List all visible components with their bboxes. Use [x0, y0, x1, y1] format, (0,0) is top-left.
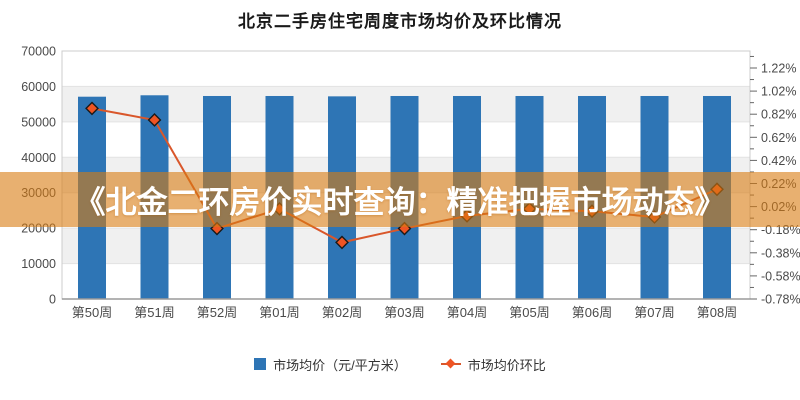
y-axis-label-left: 60000 [21, 80, 56, 94]
chart-title: 北京二手房住宅周度市场均价及环比情况 [238, 12, 562, 31]
y-axis-label-left: 40000 [21, 151, 56, 165]
y-axis-label-right: 1.22% [761, 62, 796, 76]
y-axis-label-right: 0.62% [761, 131, 796, 145]
x-axis-label: 第04周 [447, 305, 487, 320]
y-axis-label-right: 0.82% [761, 108, 796, 122]
mom-marker [335, 235, 349, 250]
y-axis-label-right: -0.78% [761, 293, 800, 307]
legend-label-mom: 市场均价环比 [467, 357, 546, 373]
bar-swatch-icon [254, 358, 267, 370]
mom-marker [147, 113, 162, 127]
y-axis-label-left: 50000 [21, 115, 56, 129]
x-axis-label: 第07周 [634, 305, 674, 320]
y-axis-label-left: 10000 [21, 257, 56, 271]
x-axis-label: 第05周 [509, 305, 549, 320]
chart-legend: 市场均价（元/平方米） 市场均价环比 [0, 352, 800, 376]
x-axis-label: 第03周 [384, 305, 424, 320]
x-axis-label: 第01周 [259, 305, 299, 320]
diamond-marker-icon [445, 358, 456, 368]
x-axis-label: 第52周 [197, 305, 237, 320]
y-axis-label-right: 0.42% [761, 154, 796, 168]
legend-item-price[interactable]: 市场均价（元/平方米） [254, 355, 407, 374]
y-axis-label-left: 0 [49, 293, 56, 307]
mom-marker [85, 101, 99, 116]
y-axis-label-right: -0.38% [761, 246, 800, 260]
watermark-band: 《北金二环房价实时查询：精准把握市场动态》 [0, 172, 800, 227]
x-axis-label: 第02周 [322, 305, 362, 320]
legend-item-mom[interactable]: 市场均价环比 [440, 355, 546, 374]
line-swatch-icon [440, 358, 461, 368]
y-axis-label-right: -0.58% [761, 269, 800, 283]
legend-label-price: 市场均价（元/平方米） [273, 357, 407, 373]
plot-stripe [62, 51, 750, 87]
watermark-text: 《北金二环房价实时查询：精准把握市场动态》 [74, 185, 726, 220]
y-axis-label-right: 1.02% [761, 85, 796, 99]
x-axis-label: 第08周 [697, 305, 737, 320]
y-axis-label-left: 70000 [21, 45, 56, 59]
x-axis-label: 第51周 [134, 305, 174, 320]
x-axis-label: 第06周 [572, 305, 612, 320]
x-axis-label: 第50周 [72, 305, 112, 320]
